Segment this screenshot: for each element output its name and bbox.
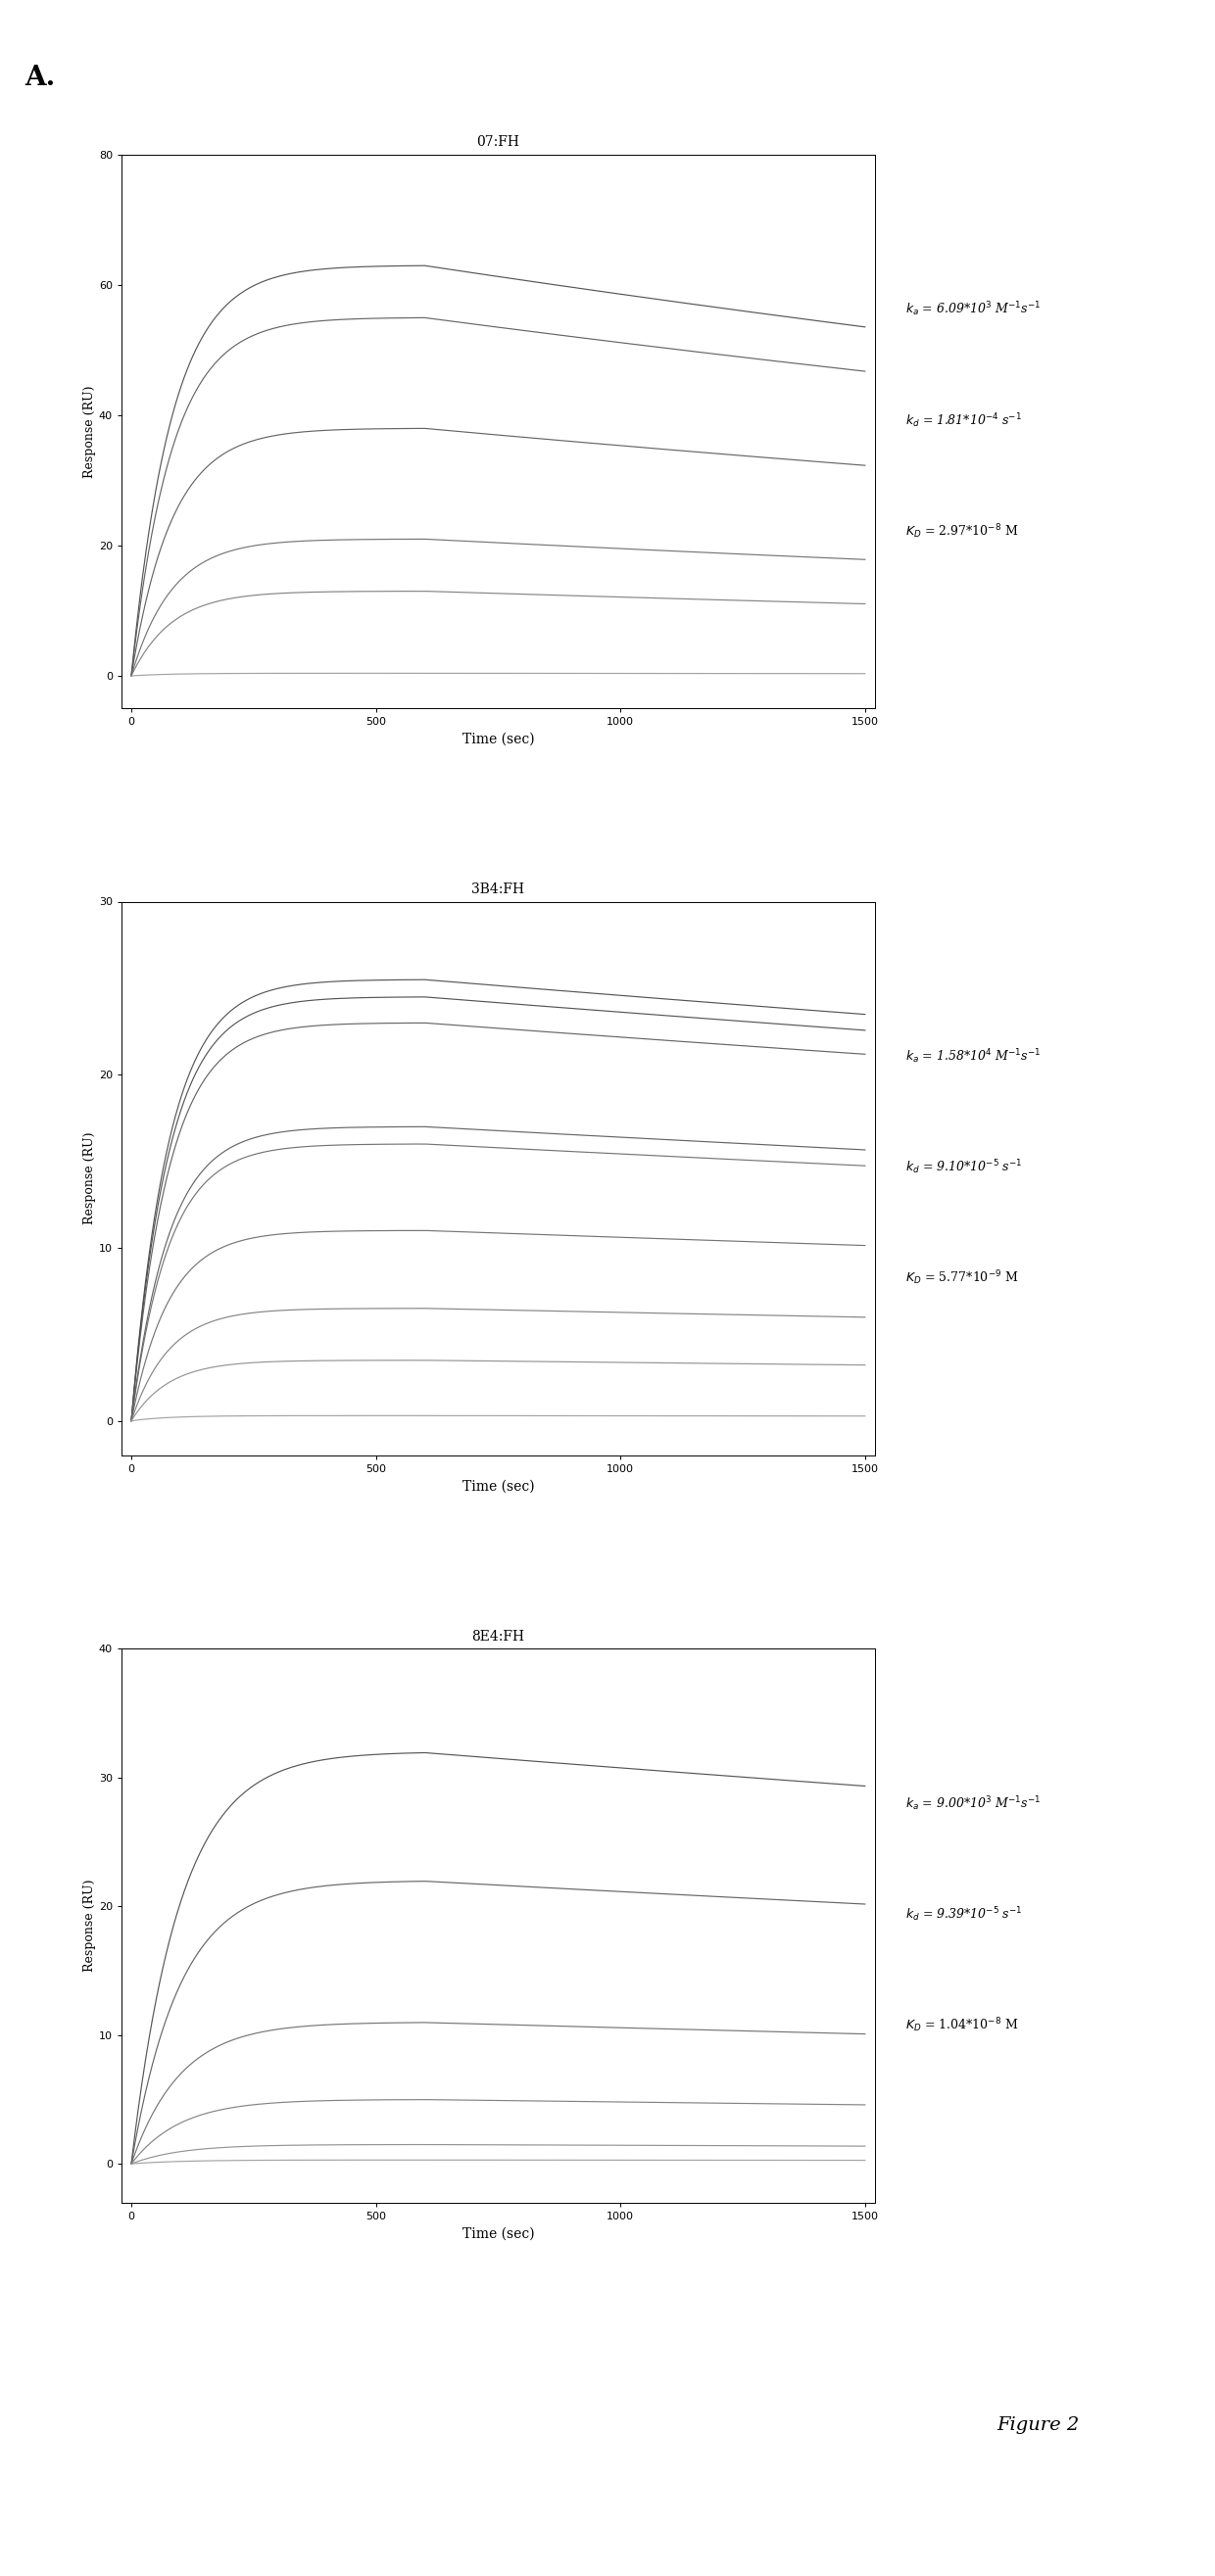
Text: $k_d$ = 9.10*10$^{-5}$ s$^{-1}$: $k_d$ = 9.10*10$^{-5}$ s$^{-1}$ [905,1159,1022,1177]
Title: 8E4:FH: 8E4:FH [471,1631,525,1643]
X-axis label: Time (sec): Time (sec) [462,732,535,747]
Text: $K_D$ = 2.97*10$^{-8}$ M: $K_D$ = 2.97*10$^{-8}$ M [905,523,1018,541]
Text: $k_d$ = 1.81*10$^{-4}$ s$^{-1}$: $k_d$ = 1.81*10$^{-4}$ s$^{-1}$ [905,412,1022,430]
Text: $K_D$ = 5.77*10$^{-9}$ M: $K_D$ = 5.77*10$^{-9}$ M [905,1270,1018,1288]
Title: 3B4:FH: 3B4:FH [471,884,525,896]
Y-axis label: Response (RU): Response (RU) [84,1133,96,1224]
Text: $k_a$ = 6.09*10$^3$ M$^{-1}$s$^{-1}$: $k_a$ = 6.09*10$^3$ M$^{-1}$s$^{-1}$ [905,301,1040,319]
X-axis label: Time (sec): Time (sec) [462,1479,535,1494]
Title: 07:FH: 07:FH [476,137,520,149]
Y-axis label: Response (RU): Response (RU) [84,1880,96,1971]
Y-axis label: Response (RU): Response (RU) [84,386,96,477]
Text: $k_a$ = 9.00*10$^3$ M$^{-1}$s$^{-1}$: $k_a$ = 9.00*10$^3$ M$^{-1}$s$^{-1}$ [905,1795,1040,1814]
X-axis label: Time (sec): Time (sec) [462,2226,535,2241]
Text: $K_D$ = 1.04*10$^{-8}$ M: $K_D$ = 1.04*10$^{-8}$ M [905,2017,1018,2035]
Text: A.: A. [24,64,55,90]
Text: Figure 2: Figure 2 [996,2416,1079,2434]
Text: $k_d$ = 9.39*10$^{-5}$ s$^{-1}$: $k_d$ = 9.39*10$^{-5}$ s$^{-1}$ [905,1906,1022,1924]
Text: $k_a$ = 1.58*10$^4$ M$^{-1}$s$^{-1}$: $k_a$ = 1.58*10$^4$ M$^{-1}$s$^{-1}$ [905,1048,1040,1066]
